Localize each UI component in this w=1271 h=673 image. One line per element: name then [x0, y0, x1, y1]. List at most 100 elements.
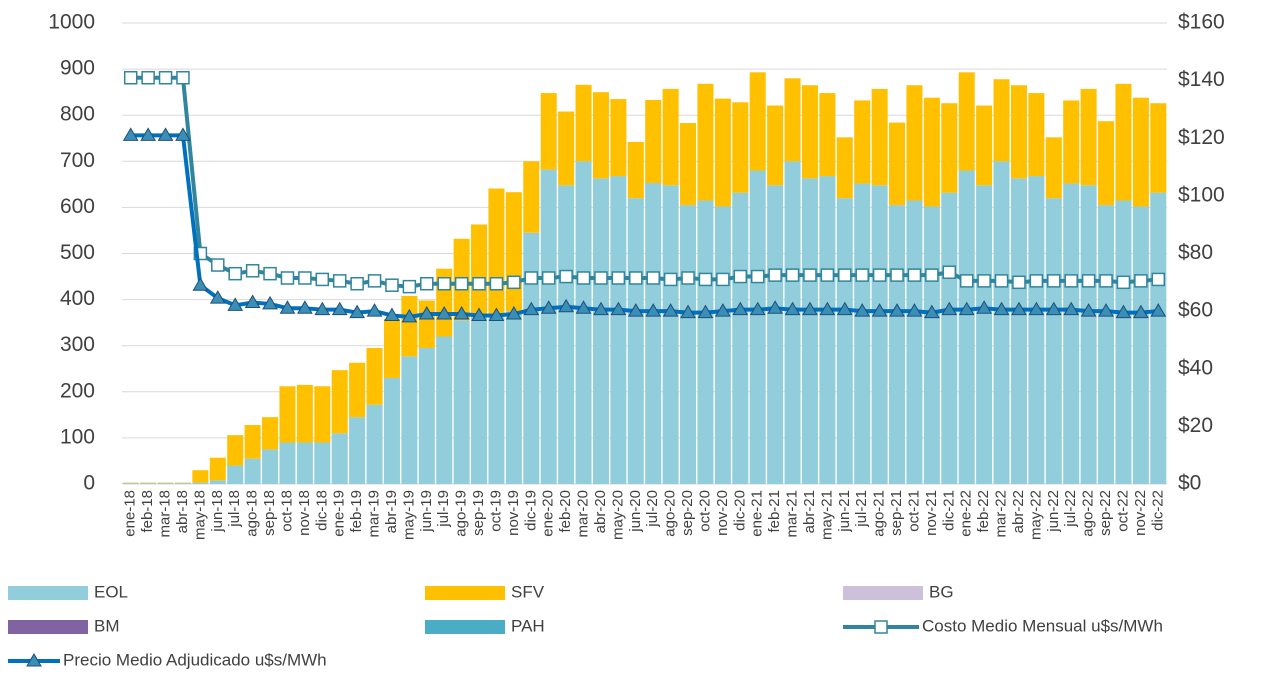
bar-segment: [1098, 205, 1115, 484]
bar-segment: [836, 198, 853, 484]
bar-segment: [871, 185, 888, 484]
bar-segment: [279, 386, 296, 443]
x-tick-label: nov-20: [714, 490, 731, 536]
bar-segment: [140, 483, 157, 484]
bar-segment: [1045, 137, 1062, 199]
line-marker: [1098, 303, 1114, 317]
line-marker: [976, 300, 992, 314]
bar-segment: [227, 465, 244, 484]
line-marker: [593, 301, 609, 316]
bar-segment: [1010, 178, 1027, 484]
x-tick-label: feb-21: [766, 490, 783, 533]
bar-segment: [1028, 93, 1045, 177]
line-marker: [227, 297, 244, 311]
line-marker: [541, 271, 556, 285]
line-marker: [472, 277, 486, 291]
x-tick-label: jul-18: [226, 490, 243, 528]
y-tick-label: 600: [60, 195, 95, 218]
bar-segment: [645, 99, 662, 183]
x-tick-label: jul-20: [644, 490, 661, 528]
bar-segment: [993, 161, 1010, 485]
bar-segment: [523, 232, 540, 484]
line-marker: [331, 301, 348, 316]
line-marker: [646, 271, 660, 285]
bar-segment: [192, 470, 209, 483]
line-marker: [26, 653, 42, 667]
line-marker: [437, 277, 451, 291]
line-marker: [1133, 304, 1149, 319]
y2-tick-label: $140: [1178, 68, 1225, 91]
line-marker: [209, 290, 226, 304]
line-marker: [941, 301, 958, 316]
x-tick-label: mar-21: [784, 490, 801, 538]
line-marker: [262, 295, 278, 310]
y-tick-label: 500: [60, 241, 95, 264]
bar-segment: [488, 313, 505, 484]
bar-segment: [488, 188, 505, 314]
line-marker: [889, 303, 905, 317]
bar-segment: [401, 356, 418, 484]
line-marker: [1150, 303, 1167, 317]
bar-segment: [505, 192, 522, 312]
line-marker: [123, 70, 138, 85]
bar-segment: [1115, 83, 1132, 201]
line-marker: [855, 268, 869, 282]
y2-tick-label: $160: [1178, 11, 1225, 34]
legend-label: BG: [929, 582, 954, 601]
x-tick-label: may-19: [400, 490, 417, 540]
legend-swatch: [8, 620, 88, 634]
legend-label: Precio Medio Adjudicado u$s/MWh: [63, 650, 327, 669]
line-marker: [263, 266, 277, 281]
bar-segment: [209, 457, 226, 481]
bar-segment: [662, 88, 679, 186]
line-marker: [245, 264, 260, 278]
line-marker: [942, 265, 957, 279]
bar-segment: [174, 483, 191, 484]
bar-segment: [714, 98, 731, 207]
line-marker: [749, 301, 766, 316]
bar-segment: [349, 417, 366, 484]
y2-tick-label: $80: [1178, 241, 1213, 264]
bar-segment: [401, 295, 418, 357]
bar-segment: [627, 141, 644, 199]
x-tick-label: feb-18: [139, 490, 156, 533]
line-marker: [157, 127, 174, 141]
bar-segment: [1045, 198, 1062, 484]
bar-segment: [505, 311, 522, 484]
line-marker: [122, 127, 139, 141]
line-marker: [1081, 274, 1096, 288]
bar-segment: [610, 176, 627, 484]
line-marker: [697, 304, 714, 319]
line-marker: [349, 304, 365, 319]
line-marker: [436, 306, 453, 320]
x-tick-label: sep-22: [1097, 490, 1114, 536]
line-marker: [629, 271, 643, 285]
line-marker: [558, 298, 574, 313]
bar-segment: [749, 72, 766, 171]
line-marker: [645, 303, 662, 317]
bar-segment: [993, 79, 1010, 162]
line-marker: [1011, 301, 1027, 316]
line-marker: [784, 301, 801, 316]
line-marker: [385, 278, 399, 292]
bar-segment: [262, 449, 279, 484]
x-tick-label: nov-21: [923, 490, 940, 536]
line-marker: [733, 269, 748, 284]
x-tick-label: ene-20: [540, 490, 557, 537]
x-tick-label: jul-21: [853, 490, 870, 528]
y-tick-label: 100: [60, 425, 95, 448]
bar-segment: [749, 170, 766, 484]
line-marker: [1115, 304, 1132, 319]
line-marker: [594, 271, 608, 285]
legend-label: SFV: [511, 582, 545, 601]
x-tick-label: oct-20: [696, 490, 713, 532]
bar-segment: [349, 362, 366, 418]
bar-segment: [436, 336, 453, 484]
line-marker: [768, 268, 782, 282]
x-tick-label: dic-19: [522, 490, 539, 531]
x-tick-label: jun-21: [836, 490, 853, 533]
bar-segment: [889, 205, 906, 484]
bar-segment: [296, 442, 313, 484]
legend-label: PAH: [511, 616, 545, 635]
bar-segment: [923, 97, 940, 207]
